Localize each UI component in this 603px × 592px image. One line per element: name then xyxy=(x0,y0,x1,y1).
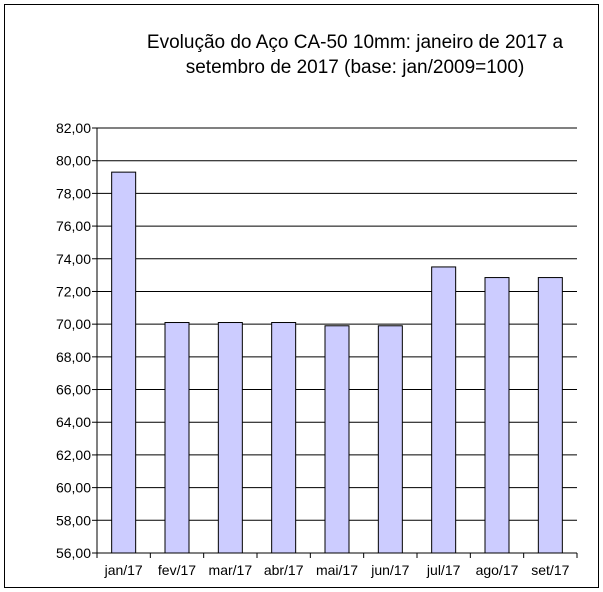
bar-fev/17 xyxy=(164,322,190,554)
y-tick-label: 64,00 xyxy=(56,414,91,430)
y-tick-label: 56,00 xyxy=(56,545,91,561)
axes xyxy=(92,127,578,558)
bars xyxy=(111,171,563,554)
bar-jun/17 xyxy=(377,325,403,554)
x-tick-label: set/17 xyxy=(531,562,569,578)
y-tick-label: 70,00 xyxy=(56,316,91,332)
chart-title: Evolução do Aço CA-50 10mm: janeiro de 2… xyxy=(120,30,590,80)
bar-abr/17 xyxy=(271,322,297,554)
y-tick-label: 74,00 xyxy=(56,251,91,267)
chart-title-line-1: Evolução do Aço CA-50 10mm: janeiro de 2… xyxy=(146,32,564,53)
y-tick-labels: 56,00 58,00 60,00 62,00 64,00 66,00 68,00 70,00… xyxy=(56,120,91,561)
bar-jul/17 xyxy=(431,266,457,554)
y-tick-label: 62,00 xyxy=(56,447,91,463)
y-tick-label: 76,00 xyxy=(56,218,91,234)
bar-mai/17 xyxy=(324,325,350,554)
chart-title-line-2: setembro de 2017 (base: jan/2009=100) xyxy=(185,57,525,78)
x-tick-label: ago/17 xyxy=(476,562,519,578)
x-tick-label: jun/17 xyxy=(370,562,409,578)
y-tick-label: 60,00 xyxy=(56,480,91,496)
y-tick-label: 66,00 xyxy=(56,382,91,398)
x-tick-label: mai/17 xyxy=(316,562,358,578)
y-tick-label: 72,00 xyxy=(56,283,91,299)
x-tick-label: jan/17 xyxy=(104,562,143,578)
y-tick-label: 82,00 xyxy=(56,120,91,136)
bar-set/17 xyxy=(537,277,563,554)
x-tick-labels: jan/17 fev/17 mar/17 abr/17 mai/17 jun/17 jul/… xyxy=(104,562,570,578)
x-tick-label: jul/17 xyxy=(426,562,461,578)
bar-ago/17 xyxy=(484,277,510,554)
y-tick-label: 68,00 xyxy=(56,349,91,365)
y-tick-label: 80,00 xyxy=(56,153,91,169)
bar-mar/17 xyxy=(217,322,243,554)
bar-jan/17 xyxy=(111,171,137,554)
x-tick-label: fev/17 xyxy=(158,562,196,578)
x-tick-label: abr/17 xyxy=(264,562,304,578)
y-tick-label: 78,00 xyxy=(56,185,91,201)
x-tick-label: mar/17 xyxy=(209,562,253,578)
y-tick-label: 58,00 xyxy=(56,512,91,528)
